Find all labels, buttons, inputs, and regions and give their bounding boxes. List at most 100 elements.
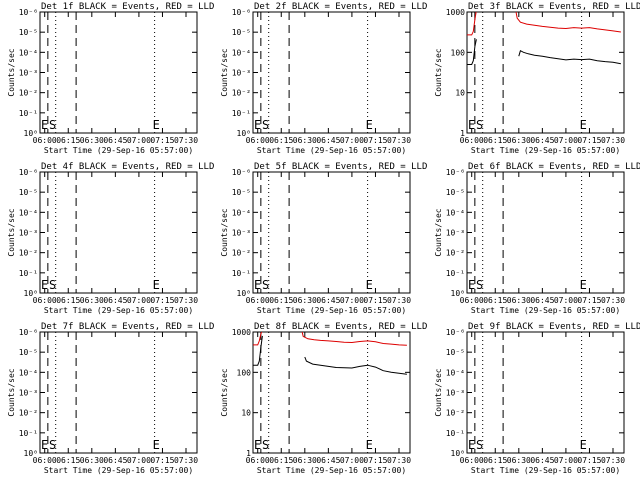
events-series-line [467, 39, 477, 65]
y-tick-label: 10 [455, 89, 465, 98]
y-tick-label: 10 [241, 409, 251, 418]
y-tick-label: 10⁻³ [19, 69, 38, 78]
detector-panel-5: Det 5f BLACK = Events, RED = LLD 10⁰ 10⁻¹ 1… [220, 162, 427, 315]
y-tick-label: 10⁻⁶ [232, 8, 251, 17]
y-tick-label: 1000 [232, 328, 251, 337]
x-tick-label: 07:15 [363, 136, 387, 145]
x-tick-label: 06:00 [246, 136, 270, 145]
x-axis-label: Start Time (29-Sep-16 05:57:00) [44, 146, 193, 155]
x-axis-label: Start Time (29-Sep-16 05:57:00) [257, 306, 406, 315]
lld-series-line [467, 12, 477, 36]
lld-series-line [253, 332, 263, 346]
panel-title: Det 3f BLACK = Events, RED = LLD [468, 2, 640, 12]
x-tick-label: 06:45 [316, 136, 340, 145]
y-axis-label: Counts/sec [434, 368, 443, 416]
x-tick-label: 06:45 [103, 136, 127, 145]
x-axis-label: Start Time (29-Sep-16 05:57:00) [257, 466, 406, 475]
panel-title: Det 2f BLACK = Events, RED = LLD [254, 2, 427, 12]
x-tick-label: 06:45 [103, 456, 127, 465]
x-tick-label: 07:00 [340, 296, 364, 305]
y-tick-label: 10⁻² [446, 249, 465, 258]
y-tick-label: 10⁻⁵ [232, 188, 251, 197]
x-tick-label: 07:15 [577, 136, 601, 145]
marker-e-end: E [366, 278, 373, 292]
marker-s: S [49, 278, 56, 292]
y-tick-label: 10⁻⁵ [19, 348, 38, 357]
y-tick-label: 10⁻⁶ [19, 168, 38, 177]
marker-s: S [476, 438, 483, 452]
x-tick-label: 07:30 [601, 456, 625, 465]
y-tick-label: 10⁻⁴ [19, 208, 38, 217]
y-tick-label: 10⁻⁵ [19, 188, 38, 197]
x-tick-label: 06:45 [103, 296, 127, 305]
y-tick-label: 10⁻³ [19, 389, 38, 398]
x-tick-label: 06:00 [246, 296, 270, 305]
y-tick-label: 10⁻⁵ [19, 28, 38, 37]
marker-s: S [49, 438, 56, 452]
y-tick-label: 10⁻⁴ [446, 368, 465, 377]
x-tick-label: 06:00 [460, 296, 484, 305]
y-tick-label: 10⁻¹ [446, 269, 465, 278]
y-tick-label: 10⁻³ [19, 229, 38, 238]
x-tick-label: 06:00 [246, 456, 270, 465]
x-tick-label: 07:00 [554, 296, 578, 305]
x-tick-label: 06:30 [80, 136, 104, 145]
detector-panel-6: Det 6f BLACK = Events, RED = LLD 10⁰ 10⁻¹ 1… [434, 162, 640, 315]
marker-e-start: E [254, 118, 261, 132]
x-tick-label: 06:15 [269, 456, 293, 465]
y-tick-label: 10⁰ [451, 449, 465, 458]
y-tick-label: 10⁻⁵ [232, 28, 251, 37]
marker-e-start: E [468, 278, 475, 292]
x-tick-label: 06:30 [293, 136, 317, 145]
marker-e-start: E [254, 438, 261, 452]
y-tick-label: 10⁻² [19, 409, 38, 418]
x-tick-label: 06:15 [56, 136, 80, 145]
marker-e-end: E [153, 118, 160, 132]
x-axis-label: Start Time (29-Sep-16 05:57:00) [471, 466, 620, 475]
plot-frame [39, 171, 198, 294]
marker-e-start: E [41, 278, 48, 292]
plot-frame [39, 11, 198, 134]
panel-title: Det 4f BLACK = Events, RED = LLD [41, 162, 214, 172]
y-tick-label: 10⁰ [24, 449, 38, 458]
x-tick-label: 07:15 [363, 296, 387, 305]
plot-frame [466, 331, 625, 454]
x-tick-label: 07:15 [150, 136, 174, 145]
y-tick-label: 10⁻⁴ [446, 208, 465, 217]
x-tick-label: 07:30 [174, 296, 198, 305]
x-tick-label: 06:15 [483, 296, 507, 305]
x-tick-label: 06:00 [460, 136, 484, 145]
x-tick-label: 07:00 [127, 296, 151, 305]
x-tick-label: 06:30 [507, 456, 531, 465]
x-tick-label: 07:00 [554, 136, 578, 145]
marker-e-end: E [153, 278, 160, 292]
y-tick-label: 10⁻⁴ [232, 208, 251, 217]
x-tick-label: 07:30 [601, 136, 625, 145]
y-tick-label: 10⁰ [24, 289, 38, 298]
y-tick-label: 10⁻² [232, 89, 251, 98]
x-axis-label: Start Time (29-Sep-16 05:57:00) [44, 466, 193, 475]
y-tick-label: 10⁻² [19, 249, 38, 258]
lld-series-line [515, 12, 621, 33]
x-tick-label: 07:30 [601, 296, 625, 305]
y-axis-label: Counts/sec [7, 368, 16, 416]
y-tick-label: 10⁻¹ [19, 429, 38, 438]
y-tick-label: 10⁻⁵ [446, 348, 465, 357]
panel-title: Det 6f BLACK = Events, RED = LLD [468, 162, 640, 172]
detector-panel-2: Det 2f BLACK = Events, RED = LLD 10⁰ 10⁻¹ 1… [220, 2, 427, 155]
x-tick-label: 06:15 [483, 136, 507, 145]
panel-title: Det 9f BLACK = Events, RED = LLD [468, 322, 640, 332]
panel-title: Det 1f BLACK = Events, RED = LLD [41, 2, 214, 12]
y-tick-label: 10⁰ [451, 289, 465, 298]
marker-s: S [49, 118, 56, 132]
y-tick-label: 10⁰ [237, 289, 251, 298]
y-tick-label: 10⁻¹ [232, 109, 251, 118]
x-tick-label: 06:30 [507, 136, 531, 145]
y-tick-label: 10⁻⁴ [19, 48, 38, 57]
x-tick-label: 06:45 [530, 296, 554, 305]
events-series-line [518, 49, 621, 65]
y-tick-label: 1 [246, 449, 251, 458]
x-tick-label: 07:15 [577, 456, 601, 465]
x-tick-label: 07:30 [387, 136, 411, 145]
